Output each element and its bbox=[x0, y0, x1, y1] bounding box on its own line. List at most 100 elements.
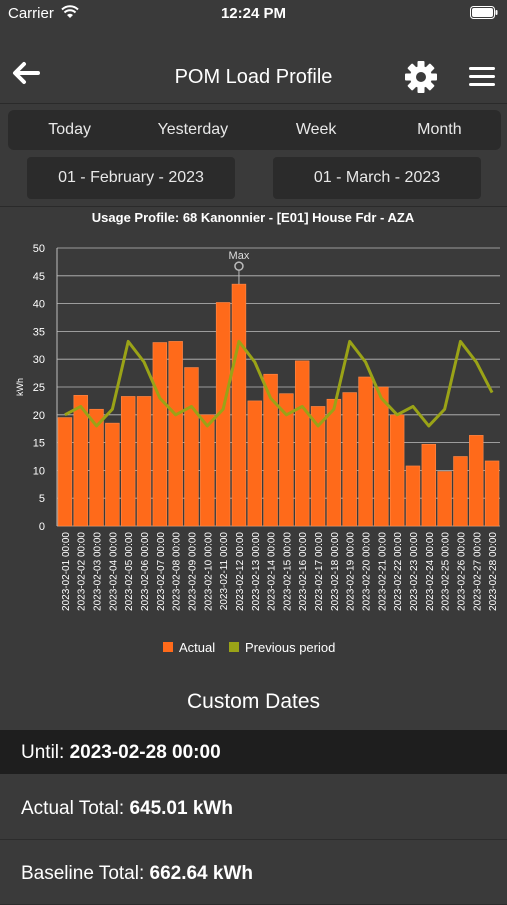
bar-actual bbox=[453, 456, 468, 527]
x-tick-label: 2023-02-08 00:00 bbox=[172, 532, 183, 611]
x-tick-label: 2023-02-16 00:00 bbox=[298, 532, 309, 611]
bar-actual bbox=[326, 398, 342, 527]
x-tick-label: 2023-02-25 00:00 bbox=[441, 532, 452, 611]
max-marker-circle bbox=[234, 261, 244, 271]
bar-actual bbox=[231, 283, 247, 527]
battery-icon bbox=[470, 6, 498, 19]
start-date-button[interactable]: 01 - February - 2023 bbox=[27, 157, 235, 199]
bar-actual bbox=[484, 460, 500, 527]
bar-actual bbox=[421, 443, 437, 527]
period-segmented-control: Today Yesterday Week Month bbox=[8, 110, 501, 150]
bar-actual bbox=[469, 435, 484, 527]
bar-actual bbox=[310, 406, 326, 527]
clock: 12:24 PM bbox=[220, 5, 287, 22]
bar-actual bbox=[279, 393, 294, 527]
until-value: 2023-02-28 00:00 bbox=[69, 742, 221, 763]
y-tick-label: 15 bbox=[33, 438, 45, 450]
y-tick-label: 5 bbox=[39, 493, 45, 505]
y-tick-label: 10 bbox=[33, 465, 45, 477]
x-tick-label: 2023-02-14 00:00 bbox=[267, 532, 278, 611]
y-tick-label: 50 bbox=[33, 243, 45, 255]
baseline-total-label: Baseline Total: bbox=[21, 863, 145, 884]
x-tick-label: 2023-02-20 00:00 bbox=[362, 532, 373, 611]
y-tick-label: 35 bbox=[33, 326, 45, 338]
x-tick-label: 2023-02-24 00:00 bbox=[425, 532, 436, 611]
x-tick-label: 2023-02-26 00:00 bbox=[456, 532, 467, 611]
legend-previous-swatch bbox=[229, 642, 239, 652]
chart-title: Usage Profile: 68 Kanonnier - [E01] Hous… bbox=[92, 210, 415, 225]
bar-actual bbox=[105, 422, 120, 527]
wifi-icon bbox=[61, 5, 79, 18]
end-date-button[interactable]: 01 - March - 2023 bbox=[273, 157, 481, 199]
x-tick-label: 2023-02-27 00:00 bbox=[472, 532, 483, 611]
x-tick-label: 2023-02-13 00:00 bbox=[251, 532, 262, 611]
gear-icon[interactable] bbox=[404, 60, 438, 94]
navigation-bar: POM Load Profile bbox=[0, 26, 507, 104]
legend-actual-swatch bbox=[163, 642, 173, 652]
x-tick-label: 2023-02-09 00:00 bbox=[187, 532, 198, 611]
bar-actual bbox=[295, 360, 310, 527]
x-tick-label: 2023-02-19 00:00 bbox=[346, 532, 357, 611]
y-tick-label: 0 bbox=[39, 521, 45, 533]
segment-today[interactable]: Today bbox=[48, 121, 91, 138]
bar-actual bbox=[120, 396, 136, 527]
carrier-label: Carrier bbox=[8, 5, 54, 22]
x-tick-label: 2023-02-22 00:00 bbox=[393, 532, 404, 611]
baseline-total-value: 662.64 kWh bbox=[149, 863, 254, 884]
bar-actual bbox=[73, 395, 88, 527]
y-tick-label: 20 bbox=[33, 410, 45, 422]
bar-actual bbox=[168, 341, 183, 527]
bar-actual bbox=[215, 302, 231, 527]
bar-actual bbox=[247, 400, 262, 527]
page-title: POM Load Profile bbox=[174, 66, 333, 88]
status-bar: Carrier 12:24 PM bbox=[0, 0, 507, 26]
x-tick-label: 2023-02-12 00:00 bbox=[235, 532, 246, 611]
hamburger-menu-icon[interactable] bbox=[469, 66, 495, 86]
y-tick-label: 45 bbox=[33, 271, 45, 283]
bar-actual bbox=[389, 414, 405, 527]
segment-week[interactable]: Week bbox=[295, 121, 337, 138]
y-tick-label: 25 bbox=[33, 382, 45, 394]
y-tick-label: 30 bbox=[33, 354, 45, 366]
bar-actual bbox=[405, 465, 421, 527]
bar-actual bbox=[136, 396, 152, 527]
legend-actual-label: Actual bbox=[179, 640, 215, 655]
x-tick-label: 2023-02-23 00:00 bbox=[409, 532, 420, 611]
x-tick-label: 2023-02-06 00:00 bbox=[140, 532, 151, 611]
x-tick-label: 2023-02-18 00:00 bbox=[330, 532, 341, 611]
bar-actual bbox=[263, 373, 278, 527]
x-tick-label: 2023-02-21 00:00 bbox=[377, 532, 388, 611]
actual-total-row: Actual Total: 645.01 kWh bbox=[0, 775, 507, 840]
baseline-total-row: Baseline Total: 662.64 kWh bbox=[0, 840, 507, 905]
usage-chart-svg: Usage Profile: 68 Kanonnier - [E01] Hous… bbox=[15, 210, 500, 655]
x-tick-label: 2023-02-05 00:00 bbox=[124, 532, 135, 611]
segment-yesterday[interactable]: Yesterday bbox=[157, 121, 229, 138]
x-tick-label: 2023-02-02 00:00 bbox=[77, 532, 88, 611]
actual-total-value: 645.01 kWh bbox=[129, 798, 233, 819]
bar-actual bbox=[184, 367, 199, 527]
x-tick-label: 2023-02-10 00:00 bbox=[203, 532, 214, 611]
bar-actual bbox=[57, 417, 73, 527]
x-tick-label: 2023-02-15 00:00 bbox=[282, 532, 293, 611]
bar-actual bbox=[437, 471, 452, 527]
usage-chart: Usage Profile: 68 Kanonnier - [E01] Hous… bbox=[0, 206, 507, 669]
legend-previous-label: Previous period bbox=[245, 640, 335, 655]
actual-total-label: Actual Total: bbox=[21, 798, 125, 819]
segment-month[interactable]: Month bbox=[417, 121, 462, 138]
bar-actual bbox=[358, 376, 373, 527]
back-arrow-icon[interactable] bbox=[10, 60, 42, 86]
y-tick-label: 40 bbox=[33, 299, 45, 311]
bar-actual bbox=[152, 342, 168, 527]
x-tick-label: 2023-02-01 00:00 bbox=[61, 532, 72, 611]
max-label: Max bbox=[229, 250, 250, 262]
until-row: Until: 2023-02-28 00:00 bbox=[0, 730, 507, 774]
until-label: Until: bbox=[21, 742, 65, 763]
x-tick-label: 2023-02-04 00:00 bbox=[108, 532, 119, 611]
x-tick-label: 2023-02-11 00:00 bbox=[219, 532, 230, 611]
x-tick-label: 2023-02-28 00:00 bbox=[488, 532, 499, 611]
x-tick-label: 2023-02-03 00:00 bbox=[93, 532, 104, 611]
bar-actual bbox=[89, 408, 104, 527]
bar-actual bbox=[200, 414, 215, 527]
custom-dates-heading: Custom Dates bbox=[186, 690, 321, 713]
bar-actual bbox=[342, 392, 357, 527]
